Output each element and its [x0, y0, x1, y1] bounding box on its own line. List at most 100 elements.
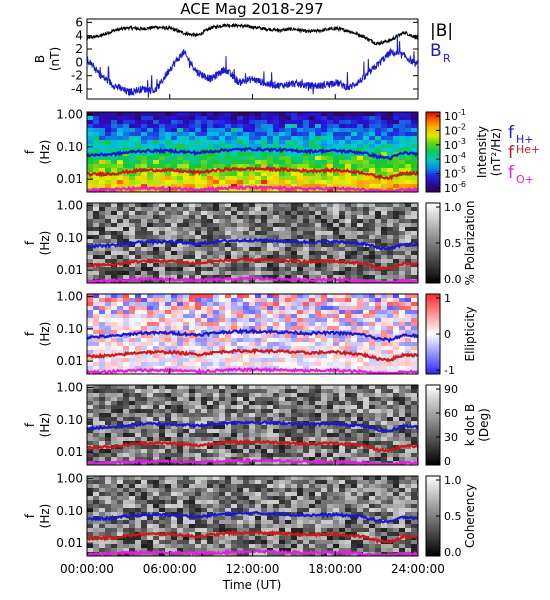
- freq-y-tick-label: 0.10: [56, 413, 83, 427]
- colorbar-wave-normal-angle: [425, 384, 441, 466]
- freq-y-tick-label: 0.01: [56, 445, 83, 459]
- panel-spectrogram: 1.000.100.01f (Hz)10-110-210-310-410 -510-…: [23, 108, 540, 195]
- colorbar-tick-label: 0: [444, 455, 451, 468]
- colorbar-tick-label: 1.0: [444, 201, 462, 214]
- colorbar-tick-label: 90: [444, 383, 458, 396]
- gyro-line-f-h-: [86, 328, 419, 344]
- legend-gyro-heplus: f: [508, 143, 515, 163]
- gyro-line-f-h-: [86, 146, 419, 161]
- colorbar-tick-label: 10: [444, 153, 458, 166]
- colorbar-tick-label: 0: [444, 328, 451, 341]
- panel-ellipticity: 1.00 0.10 0.01 f (Hz) 1 0 -1 Ellipticity: [23, 290, 477, 377]
- legend-gyro-subscript: He+: [516, 143, 540, 156]
- legend-b-radial-subscript: R: [443, 52, 451, 65]
- colorbar-tick-label: 1.0: [444, 474, 462, 487]
- colorbar-tick-label: 30: [444, 431, 458, 444]
- top-y-axis-unit: (nT): [48, 47, 62, 71]
- freq-y-axis-unit: (Hz): [38, 140, 52, 165]
- gyro-line-f-h-: [86, 419, 419, 433]
- legend-b-magnitude: |B|: [430, 21, 453, 41]
- gyro-line-f-h-: [86, 237, 419, 251]
- gyro-line-f-he-: [86, 256, 419, 271]
- gyro-line-f-he-: [86, 347, 419, 363]
- colorbar-tick-label: 0.5: [444, 510, 462, 523]
- colorbar-unit: (Deg): [477, 408, 491, 442]
- freq-y-axis-unit: (Hz): [38, 413, 52, 438]
- colorbar-tick-label: 0.0: [444, 273, 462, 286]
- freq-y-tick-label: 1.00: [56, 199, 83, 213]
- figure-title: ACE Mag 2018-297: [180, 0, 323, 18]
- freq-y-tick-label: 0.01: [56, 172, 83, 186]
- freq-y-axis-unit: (Hz): [38, 322, 52, 347]
- top-y-tick-label: -4: [71, 82, 83, 96]
- freq-y-axis-unit: (Hz): [38, 504, 52, 529]
- colorbar-tick-label: 1: [444, 292, 451, 305]
- freq-y-tick-label: 1.00: [56, 290, 83, 304]
- colorbar-tick-exponent: -5: [458, 166, 466, 175]
- top-y-axis-label: B: [33, 55, 47, 63]
- freq-y-axis-label: f: [23, 149, 37, 154]
- colorbar-title: k dot B: [463, 404, 477, 446]
- panel-polarization: 1.00 0.10 0.01 f (Hz) 1.0 0.5 0.0% Polarization: [23, 199, 477, 286]
- freq-y-axis-label: f: [23, 513, 37, 518]
- freq-y-tick-label: 1.00: [56, 381, 83, 395]
- freq-y-axis-label: f: [23, 331, 37, 336]
- x-tick-label: 24:00:00: [391, 562, 445, 576]
- freq-y-tick-label: 0.10: [56, 231, 83, 245]
- freq-y-tick-label: 0.01: [56, 536, 83, 550]
- freq-y-axis-unit: (Hz): [38, 231, 52, 256]
- colorbar-tick-exponent: -2: [458, 122, 466, 131]
- x-tick-label: 06:00:00: [143, 562, 197, 576]
- colorbar-tick-label: 10: [444, 124, 458, 137]
- top-y-tick-label: 2: [75, 42, 83, 56]
- top-panel-frame: [86, 18, 419, 100]
- legend-gyro-subscript: H+: [516, 133, 534, 146]
- gyro-line-f-he-: [86, 166, 419, 181]
- colorbar-tick-label: 0.5: [444, 237, 462, 250]
- gyro-line-f-h-: [86, 510, 419, 524]
- gyro-line-f-he-: [86, 438, 419, 454]
- freq-y-tick-label: 1.00: [56, 108, 83, 122]
- colorbar-title: Ellipticity: [463, 307, 477, 362]
- freq-y-tick-label: 0.10: [56, 504, 83, 518]
- colorbar-tick-exponent: -1: [458, 108, 466, 117]
- colorbar-tick-label: 60: [444, 407, 458, 420]
- series-line-b-magnitude: [86, 22, 419, 46]
- legend-gyro-subscript: O+: [516, 173, 534, 186]
- x-tick-label: 12:00:00: [226, 562, 280, 576]
- colorbar-tick-label: 10: [444, 182, 458, 195]
- top-y-tick-label: 4: [75, 29, 83, 43]
- colorbar-title: Coherency: [463, 484, 477, 548]
- x-axis-label: Time (UT): [222, 578, 282, 592]
- legend-gyro-hplus: f: [508, 123, 515, 143]
- x-tick-label: 18:00:00: [308, 562, 362, 576]
- top-y-tick-label: -2: [71, 69, 83, 83]
- colorbar-tick-exponent: -4: [458, 151, 466, 160]
- freq-y-axis-label: f: [23, 422, 37, 427]
- legend-gyro-oplus: f: [508, 163, 515, 183]
- freq-y-tick-label: 0.01: [56, 263, 83, 277]
- panel-wave-normal-angle: 1.00 0.10 0.01 f (Hz) 90 60 30 0 k dot B (Deg): [23, 381, 491, 468]
- colorbar-tick-label: -1: [444, 364, 455, 377]
- freq-y-axis-label: f: [23, 240, 37, 245]
- top-y-tick-label: 0: [75, 55, 83, 69]
- colorbar-unit: (nT²/Hz): [489, 128, 503, 176]
- colorbar-title: % Polarization: [463, 201, 477, 286]
- colorbar-tick-label: 0.0: [444, 546, 462, 559]
- colorbar-tick-label: 10: [444, 168, 458, 181]
- colorbar-title: Intensity: [475, 126, 489, 178]
- top-y-tick-label: 6: [75, 15, 83, 29]
- colorbar-tick-label: 10: [444, 110, 458, 123]
- freq-y-tick-label: 0.10: [56, 322, 83, 336]
- freq-y-tick-label: 1.00: [56, 472, 83, 486]
- freq-y-tick-label: 0.01: [56, 354, 83, 368]
- colorbar-tick-exponent: -3: [458, 137, 466, 146]
- series-line-b-radial: [86, 35, 419, 98]
- legend-b-radial: B: [430, 41, 442, 61]
- colorbar-tick-label: 10: [444, 139, 458, 152]
- freq-y-tick-label: 0.10: [56, 140, 83, 154]
- colorbar-spectrogram: [425, 111, 441, 193]
- colorbar-tick-exponent: -6: [458, 180, 466, 189]
